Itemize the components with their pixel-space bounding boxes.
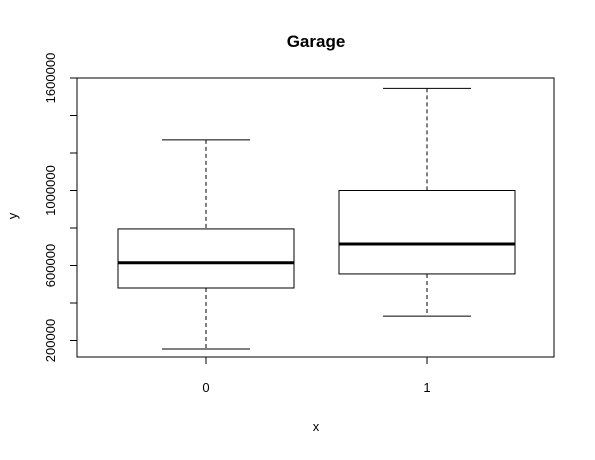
box-iqr: [338, 190, 516, 275]
y-tick-label: 1000000: [43, 165, 58, 216]
chart-marks: 200000 600000 1000000 1600000 0 1: [43, 53, 516, 395]
y-tick-label: 200000: [43, 319, 58, 362]
chart-title: Garage: [287, 32, 346, 51]
x-tick-label: 0: [202, 380, 209, 395]
box-iqr: [117, 228, 295, 289]
y-tick-label: 600000: [43, 244, 58, 287]
x-tick-label: 1: [423, 380, 430, 395]
x-axis-label: x: [313, 419, 320, 434]
plot-frame: [76, 77, 555, 358]
y-tick-label: 1600000: [43, 53, 58, 104]
y-axis-label: y: [5, 212, 20, 219]
